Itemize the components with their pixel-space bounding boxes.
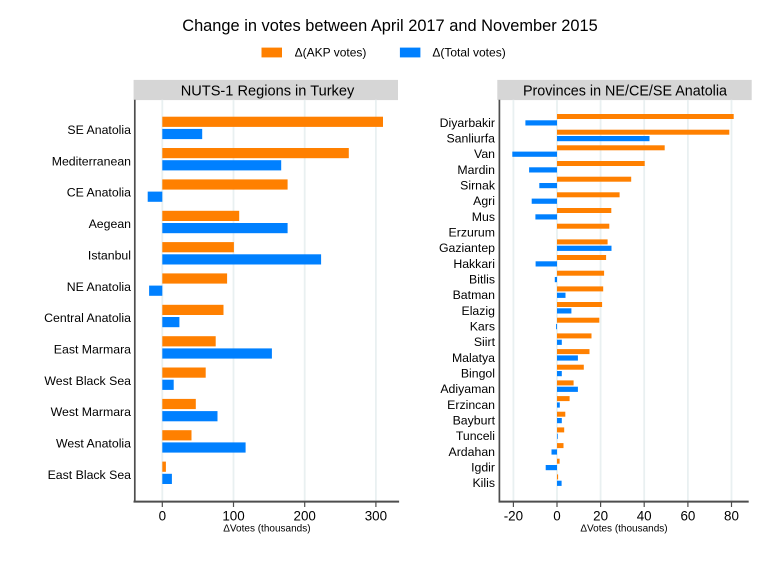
svg-text:Istanbul: Istanbul <box>88 248 131 262</box>
svg-text:Sanliurfa: Sanliurfa <box>446 132 495 146</box>
svg-text:East Marmara: East Marmara <box>54 343 131 357</box>
svg-text:Diyarbakir: Diyarbakir <box>440 116 495 130</box>
svg-text:20: 20 <box>593 509 608 524</box>
svg-text:60: 60 <box>680 509 695 524</box>
svg-text:CE Anatolia: CE Anatolia <box>67 186 131 200</box>
svg-text:Agri: Agri <box>473 194 495 208</box>
svg-text:Kilis: Kilis <box>472 476 495 490</box>
svg-text:Bayburt: Bayburt <box>453 414 496 428</box>
svg-text:-20: -20 <box>504 509 523 524</box>
svg-text:Sirnak: Sirnak <box>460 179 496 193</box>
svg-text:Siirt: Siirt <box>474 335 496 349</box>
svg-text:Tunceli: Tunceli <box>456 429 495 443</box>
svg-text:Δ(AKP votes): Δ(AKP votes) <box>295 46 367 60</box>
svg-text:Kars: Kars <box>470 320 495 334</box>
svg-text:ΔVotes (thousands): ΔVotes (thousands) <box>580 524 667 535</box>
svg-text:200: 200 <box>294 509 316 524</box>
svg-text:Bingol: Bingol <box>461 367 495 381</box>
svg-text:East Black Sea: East Black Sea <box>48 468 132 482</box>
svg-text:40: 40 <box>637 509 652 524</box>
svg-text:Erzurum: Erzurum <box>449 226 495 240</box>
svg-text:SE Anatolia: SE Anatolia <box>67 123 131 137</box>
svg-text:Mediterranean: Mediterranean <box>52 154 131 168</box>
svg-text:NE Anatolia: NE Anatolia <box>67 280 131 294</box>
svg-text:Hakkari: Hakkari <box>453 257 495 271</box>
svg-text:Van: Van <box>474 147 495 161</box>
svg-text:West Anatolia: West Anatolia <box>56 437 131 451</box>
svg-text:ΔVotes (thousands): ΔVotes (thousands) <box>223 524 310 535</box>
svg-text:Aegean: Aegean <box>89 217 132 231</box>
svg-text:Ardahan: Ardahan <box>449 445 496 459</box>
svg-text:100: 100 <box>222 509 244 524</box>
svg-text:Erzincan: Erzincan <box>447 398 495 412</box>
svg-text:West Black Sea: West Black Sea <box>44 374 131 388</box>
svg-text:0: 0 <box>553 509 560 524</box>
svg-text:Change in votes between April: Change in votes between April 2017 and N… <box>182 17 598 35</box>
svg-text:Bitlis: Bitlis <box>469 273 495 287</box>
svg-text:Δ(Total votes): Δ(Total votes) <box>432 46 505 60</box>
svg-text:Mus: Mus <box>472 210 495 224</box>
svg-text:Provinces in NE/CE/SE Anatolia: Provinces in NE/CE/SE Anatolia <box>523 83 727 99</box>
svg-text:Malatya: Malatya <box>452 351 495 365</box>
svg-text:NUTS-1 Regions in Turkey: NUTS-1 Regions in Turkey <box>181 83 355 99</box>
svg-text:300: 300 <box>365 509 387 524</box>
svg-text:Mardin: Mardin <box>457 163 495 177</box>
svg-text:80: 80 <box>724 509 739 524</box>
svg-text:Igdir: Igdir <box>471 461 495 475</box>
svg-text:Elazig: Elazig <box>462 304 496 318</box>
svg-text:Central Anatolia: Central Anatolia <box>44 311 131 325</box>
svg-text:0: 0 <box>159 509 166 524</box>
svg-text:Adiyaman: Adiyaman <box>440 382 495 396</box>
svg-text:Gaziantep: Gaziantep <box>439 241 495 255</box>
svg-text:West Marmara: West Marmara <box>51 405 132 419</box>
svg-text:Batman: Batman <box>453 288 496 302</box>
